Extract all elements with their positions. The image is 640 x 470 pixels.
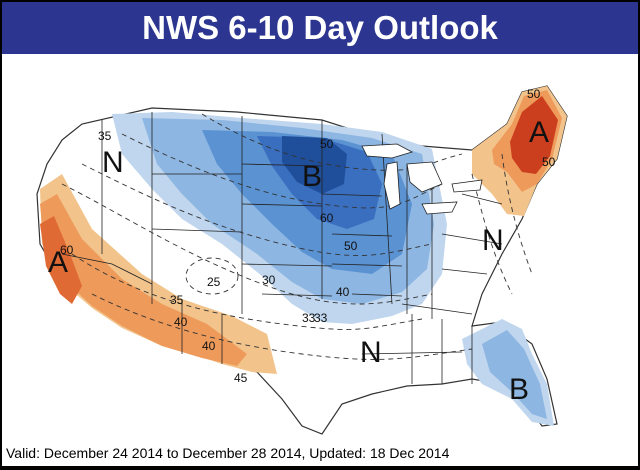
label-a-west: A [48, 246, 68, 279]
contour-label: 35 [98, 129, 112, 143]
contour-label: 50 [527, 87, 541, 101]
label-b-southeast: B [509, 373, 529, 406]
contour-label: 30 [262, 273, 276, 287]
contour-label: 35 [170, 293, 184, 307]
contour-label: 40 [336, 285, 350, 299]
map-title: NWS 6-10 Day Outlook [2, 2, 638, 54]
contour-label: 33 [314, 311, 328, 325]
valid-dates-footer: Valid: December 24 2014 to December 28 2… [6, 445, 450, 461]
below-southeast-mid [482, 330, 547, 419]
label-n-northwest: N [102, 146, 124, 179]
contour-label: 40 [174, 315, 188, 329]
contour-label: 33 [302, 311, 316, 325]
label-b-north-central: B [302, 160, 322, 193]
contour-label: 60 [320, 211, 334, 225]
label-n-east: N [482, 224, 504, 257]
above-west-strong [40, 216, 82, 304]
outlook-map: N B N N A A B 35 50 60 50 40 33 25 30 35… [36, 85, 568, 435]
contour-lines [61, 113, 533, 360]
state-lines [61, 112, 503, 384]
above-west-mid [40, 194, 247, 366]
below-central-darkest [282, 136, 347, 194]
contour-label: 50 [344, 239, 358, 253]
above-northeast-strong [510, 96, 558, 174]
above-west-light [40, 174, 277, 374]
great-lakes [361, 143, 483, 215]
label-n-south: N [360, 336, 382, 369]
contour-label: 50 [320, 137, 334, 151]
contour-label: 50 [542, 155, 556, 169]
contour-label: 45 [234, 371, 248, 385]
contour-label: 25 [207, 275, 221, 289]
label-a-northeast: A [529, 116, 549, 149]
contour-label: 40 [202, 339, 216, 353]
contour-label: 60 [60, 243, 74, 257]
